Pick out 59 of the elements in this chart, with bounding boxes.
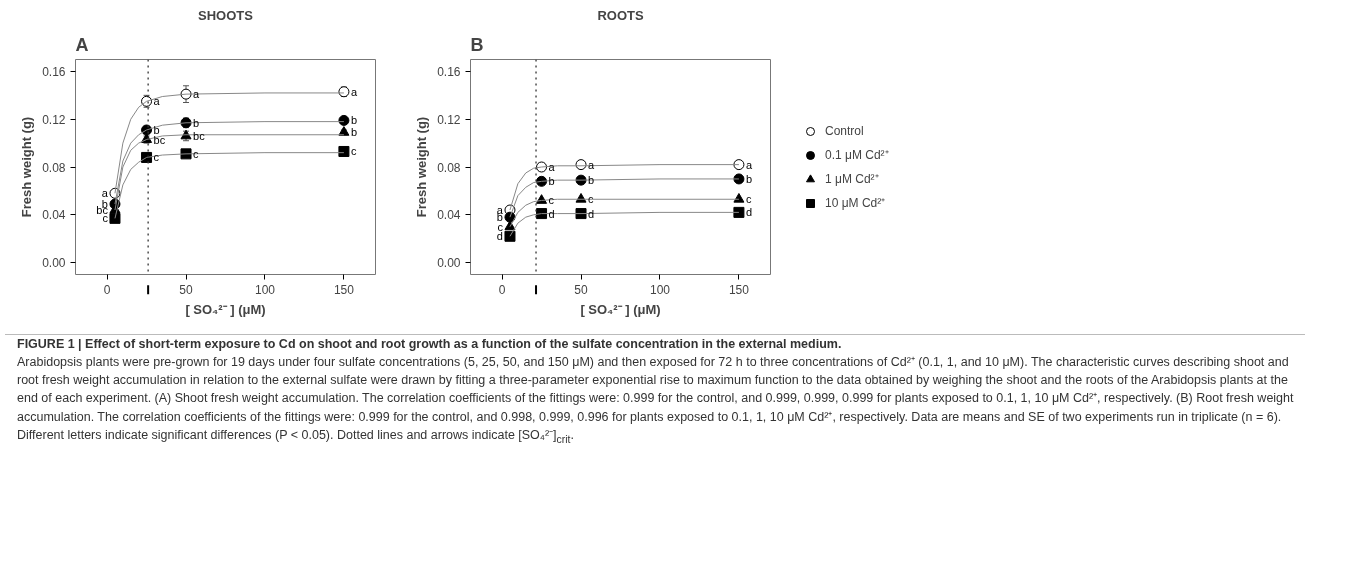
data-label: b: [548, 175, 555, 188]
x-axis-title: [ SO₄²⁻ ] (μM): [185, 301, 266, 317]
legend-label: 0.1 μM Cd²⁺: [825, 147, 889, 163]
legend-label: 10 μM Cd²⁺: [825, 195, 886, 211]
data-label: b: [745, 172, 753, 185]
data-label: b: [153, 123, 160, 136]
data-label: c: [497, 220, 504, 233]
y-tick-label: 0.08: [437, 160, 461, 175]
y-tick-label: 0.12: [42, 112, 66, 127]
text: A: [75, 34, 89, 55]
data-label: b: [350, 114, 358, 127]
y-tick-label: 0.16: [437, 64, 461, 79]
x-tick-label: 50: [179, 282, 194, 297]
y-axis-title: Fresh weight (g): [414, 116, 430, 218]
data-label: d: [588, 207, 595, 220]
data-label: d: [496, 230, 503, 243]
data-label: bc: [193, 129, 206, 142]
y-tick-label: 0.08: [42, 160, 66, 175]
x-axis-title: [ SO₄²⁻ ] (μM): [580, 301, 661, 317]
x-tick-label: 100: [649, 282, 671, 297]
data-label: b: [350, 126, 358, 139]
data-label: a: [745, 158, 753, 171]
data-label: a: [193, 88, 201, 101]
data-label: c: [588, 193, 595, 206]
data-label: d: [745, 206, 753, 219]
data-label: c: [548, 194, 555, 207]
x-tick-label: 100: [254, 282, 276, 297]
data-label: c: [745, 193, 752, 206]
data-label: a: [350, 85, 358, 98]
data-label: b: [588, 174, 595, 187]
chart-title: ROOTS: [597, 7, 644, 23]
data-label: b: [193, 116, 200, 129]
data-label: d: [548, 207, 555, 220]
text: B: [470, 34, 484, 55]
data-label: c: [153, 151, 160, 164]
data-label: a: [101, 187, 109, 200]
data-label: a: [588, 158, 596, 171]
data-label: c: [193, 147, 200, 160]
legend-label: 1 μM Cd²⁺: [825, 171, 879, 187]
x-tick-label: 0: [498, 282, 506, 297]
legend-label: Control: [825, 123, 864, 138]
y-axis-title: Fresh weight (g): [19, 116, 35, 218]
y-tick-label: 0.12: [437, 112, 461, 127]
data-label: a: [548, 161, 556, 173]
x-tick-label: 150: [728, 282, 750, 297]
y-tick-label: 0.00: [42, 256, 66, 271]
x-tick-label: 150: [333, 282, 355, 297]
y-tick-label: 0.04: [437, 208, 461, 223]
data-label: bc: [153, 133, 166, 146]
y-tick-label: 0.16: [42, 64, 66, 79]
chart-title: SHOOTS: [198, 7, 254, 23]
data-label: a: [153, 95, 161, 108]
data-label: c: [350, 145, 357, 158]
y-tick-label: 0.00: [437, 256, 461, 271]
y-tick-label: 0.04: [42, 208, 66, 223]
x-tick-label: 50: [574, 282, 589, 297]
text: Arabidopsis plants were pre-grown for 19 days under four sulfate concentrations (5, 25, 50, and 150 μM) and then exposed for 72 h to three concentrations of Cd²⁺ (0.1, 1, and 10 μM). The characteristic curves describing shoot and root fresh weight accumulation in relation to the external sulfate were drawn by fitting a three-parameter exponential rise to maximum function to the data obtained by weighing the shoot and the roots of the Arabidopsis plants at the end of each experiment. (A) Shoot fresh weight accumulation. The correlation coefficients of the fittings were: 0.999 for the control, and 0.999, 0.999, 0.999 for plants exposed to 0.1, 1, 10 μM Cd²⁺, respectively. (B) Root fresh weight accumulation. The correlation coefficients of the fittings were: 0.999 for the control, and 0.998, 0.999, 0.996 for plants exposed to 0.1, 1, 10 μM Cd²⁺, respectively. Data are means and SE of two experiments run in triplicate (n = 6). Different letters indicate significant differences (P < 0.05). Dotted lines and arrows indicate [SO₄²⁻]$_{crit}$.: [17, 354, 1295, 447]
caption: FIGURE 1 | Effect of short-term exposure to Cd on shoot and root growth as a function of the sulfate concentration in the external medium.: [17, 337, 842, 351]
x-tick-label: 0: [103, 282, 111, 297]
